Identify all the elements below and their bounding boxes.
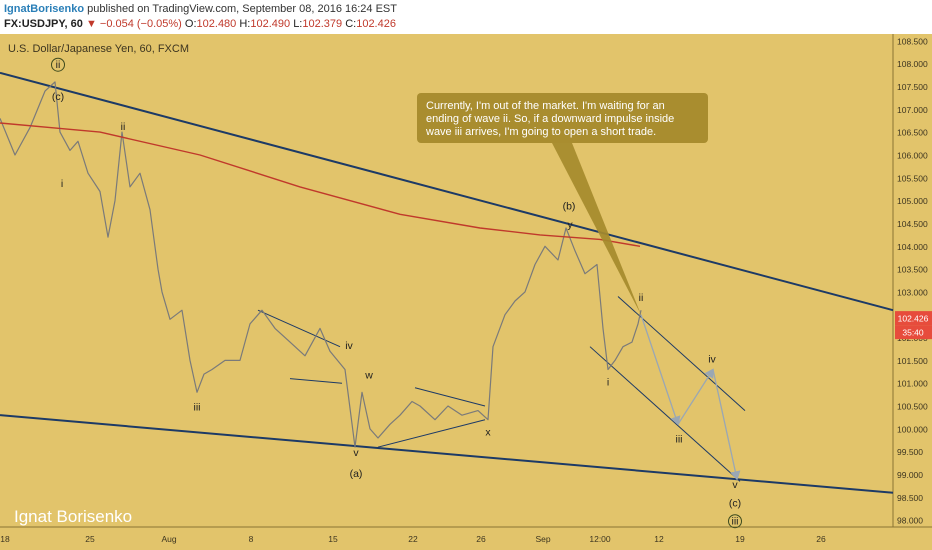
open-label: O:	[184, 18, 197, 30]
y-tick-label: 99.000	[897, 470, 923, 480]
y-tick-label: 100.500	[897, 402, 928, 412]
y-tick-label: 105.000	[897, 196, 928, 206]
time-axis[interactable]	[0, 527, 893, 550]
close-value: 102.426	[356, 18, 396, 30]
wave-label: i	[61, 178, 63, 190]
moving-average-line	[0, 122, 641, 247]
price-chart[interactable]: 108.500 108.000 107.500 107.000 106.500 106.0…	[0, 34, 932, 550]
wave-label: x	[485, 427, 491, 439]
wave-label: y	[567, 219, 573, 231]
y-tick-label: 100.000	[897, 424, 928, 434]
chart-header: IgnatBorisenko published on TradingView.…	[0, 0, 932, 34]
y-tick-label: 105.500	[897, 173, 928, 183]
wave-label: (c)	[729, 497, 741, 509]
wave-label: (b)	[563, 201, 576, 213]
wave-label: iv	[345, 340, 353, 352]
publish-line: IgnatBorisenko published on TradingView.…	[4, 3, 397, 15]
x-tick-label: Aug	[161, 534, 176, 544]
x-tick-label: 12:00	[589, 534, 611, 544]
wave-label: w	[364, 370, 373, 382]
last-price-badge	[895, 311, 932, 326]
y-tick-label: 106.500	[897, 128, 928, 138]
callout-pointer	[552, 143, 641, 315]
x-tick-label: 8	[249, 534, 254, 544]
chart-title: U.S. Dollar/Japanese Yen, 60, FXCM	[8, 43, 189, 55]
low-value: 102.379	[302, 18, 343, 30]
y-tick-label: 108.500	[897, 36, 928, 46]
projection-arrow[interactable]	[677, 368, 714, 425]
y-tick-label: 99.500	[897, 447, 923, 457]
published-text: published on TradingView.com, September …	[87, 3, 397, 15]
wave-label: iii	[732, 516, 739, 528]
x-tick-label: 15	[328, 534, 338, 544]
y-tick-label: 103.500	[897, 265, 928, 275]
y-tick-label: 104.000	[897, 242, 928, 252]
callout-text: wave iii arrives, I'm going to open a sh…	[425, 126, 656, 138]
high-value: 102.490	[250, 18, 291, 30]
last-price-text: 102.426	[898, 314, 929, 324]
wave-label: ii	[56, 59, 61, 71]
wave-label-circle	[728, 514, 742, 529]
y-tick-label: 103.000	[897, 287, 928, 297]
x-tick-label: 19	[735, 534, 745, 544]
change-value: −0.054 (−0.05%)	[99, 18, 182, 30]
callout-box[interactable]	[417, 93, 708, 143]
price-series-line	[0, 81, 642, 448]
wave-label-circle	[51, 57, 65, 72]
wave-label: iii	[194, 402, 201, 414]
pattern-trendline[interactable]	[377, 419, 486, 448]
pattern-trendline[interactable]	[414, 387, 486, 407]
wave-label: iii	[676, 434, 683, 446]
wave-label: iv	[708, 354, 716, 366]
y-tick-label: 107.500	[897, 82, 928, 92]
projection-arrow[interactable]	[640, 314, 681, 426]
y-tick-label: 108.000	[897, 59, 928, 69]
pattern-trendline[interactable]	[617, 296, 746, 411]
countdown-badge	[895, 325, 932, 340]
x-tick-label: 25	[85, 534, 95, 544]
wave-label: i	[607, 376, 609, 388]
channel-trendline[interactable]	[0, 414, 894, 494]
wave-label: v	[353, 447, 359, 459]
y-tick-label: 104.500	[897, 219, 928, 229]
watermark: Ignat Borisenko	[14, 507, 132, 526]
change-down-icon: ▼	[85, 18, 97, 30]
close-label: C:	[345, 18, 357, 30]
pattern-trendline[interactable]	[289, 378, 343, 384]
y-tick-label: 98.000	[897, 516, 923, 526]
x-tick-label: 18	[0, 534, 10, 544]
x-tick-label: Sep	[535, 534, 550, 544]
y-tick-label: 98.500	[897, 493, 923, 503]
wave-label: v	[732, 479, 738, 491]
channel-trendline[interactable]	[0, 71, 894, 312]
ohlc-line: FX:USDJPY, 60 ▼ −0.054 (−0.05%) O:102.48…	[4, 18, 396, 30]
x-tick-label: 22	[408, 534, 418, 544]
countdown-text: 35:40	[902, 328, 924, 338]
wave-label: ii	[121, 121, 126, 133]
y-tick-label: 107.000	[897, 105, 928, 115]
y-tick-label: 101.500	[897, 356, 928, 366]
wave-label: (a)	[350, 468, 363, 480]
pattern-trendline[interactable]	[589, 346, 741, 482]
projection-arrow[interactable]	[712, 369, 741, 481]
pattern-trendline[interactable]	[257, 309, 341, 348]
high-label: H:	[239, 18, 251, 30]
callout-text: Currently, I'm out of the market. I'm wa…	[426, 100, 665, 112]
author-link[interactable]: IgnatBorisenko	[4, 3, 85, 15]
low-label: L:	[293, 18, 303, 30]
wave-label: (c)	[52, 91, 64, 103]
open-value: 102.480	[196, 18, 237, 30]
x-tick-label: 26	[816, 534, 826, 544]
callout-text: ending of wave ii. So, if a downward imp…	[426, 113, 674, 125]
y-tick-label: 106.000	[897, 150, 928, 160]
y-tick-label: 101.000	[897, 379, 928, 389]
wave-label: ii	[639, 292, 644, 304]
x-tick-label: 26	[476, 534, 486, 544]
x-tick-label: 12	[654, 534, 664, 544]
price-axis[interactable]	[893, 34, 932, 550]
symbol-label: FX:USDJPY, 60	[4, 18, 83, 30]
